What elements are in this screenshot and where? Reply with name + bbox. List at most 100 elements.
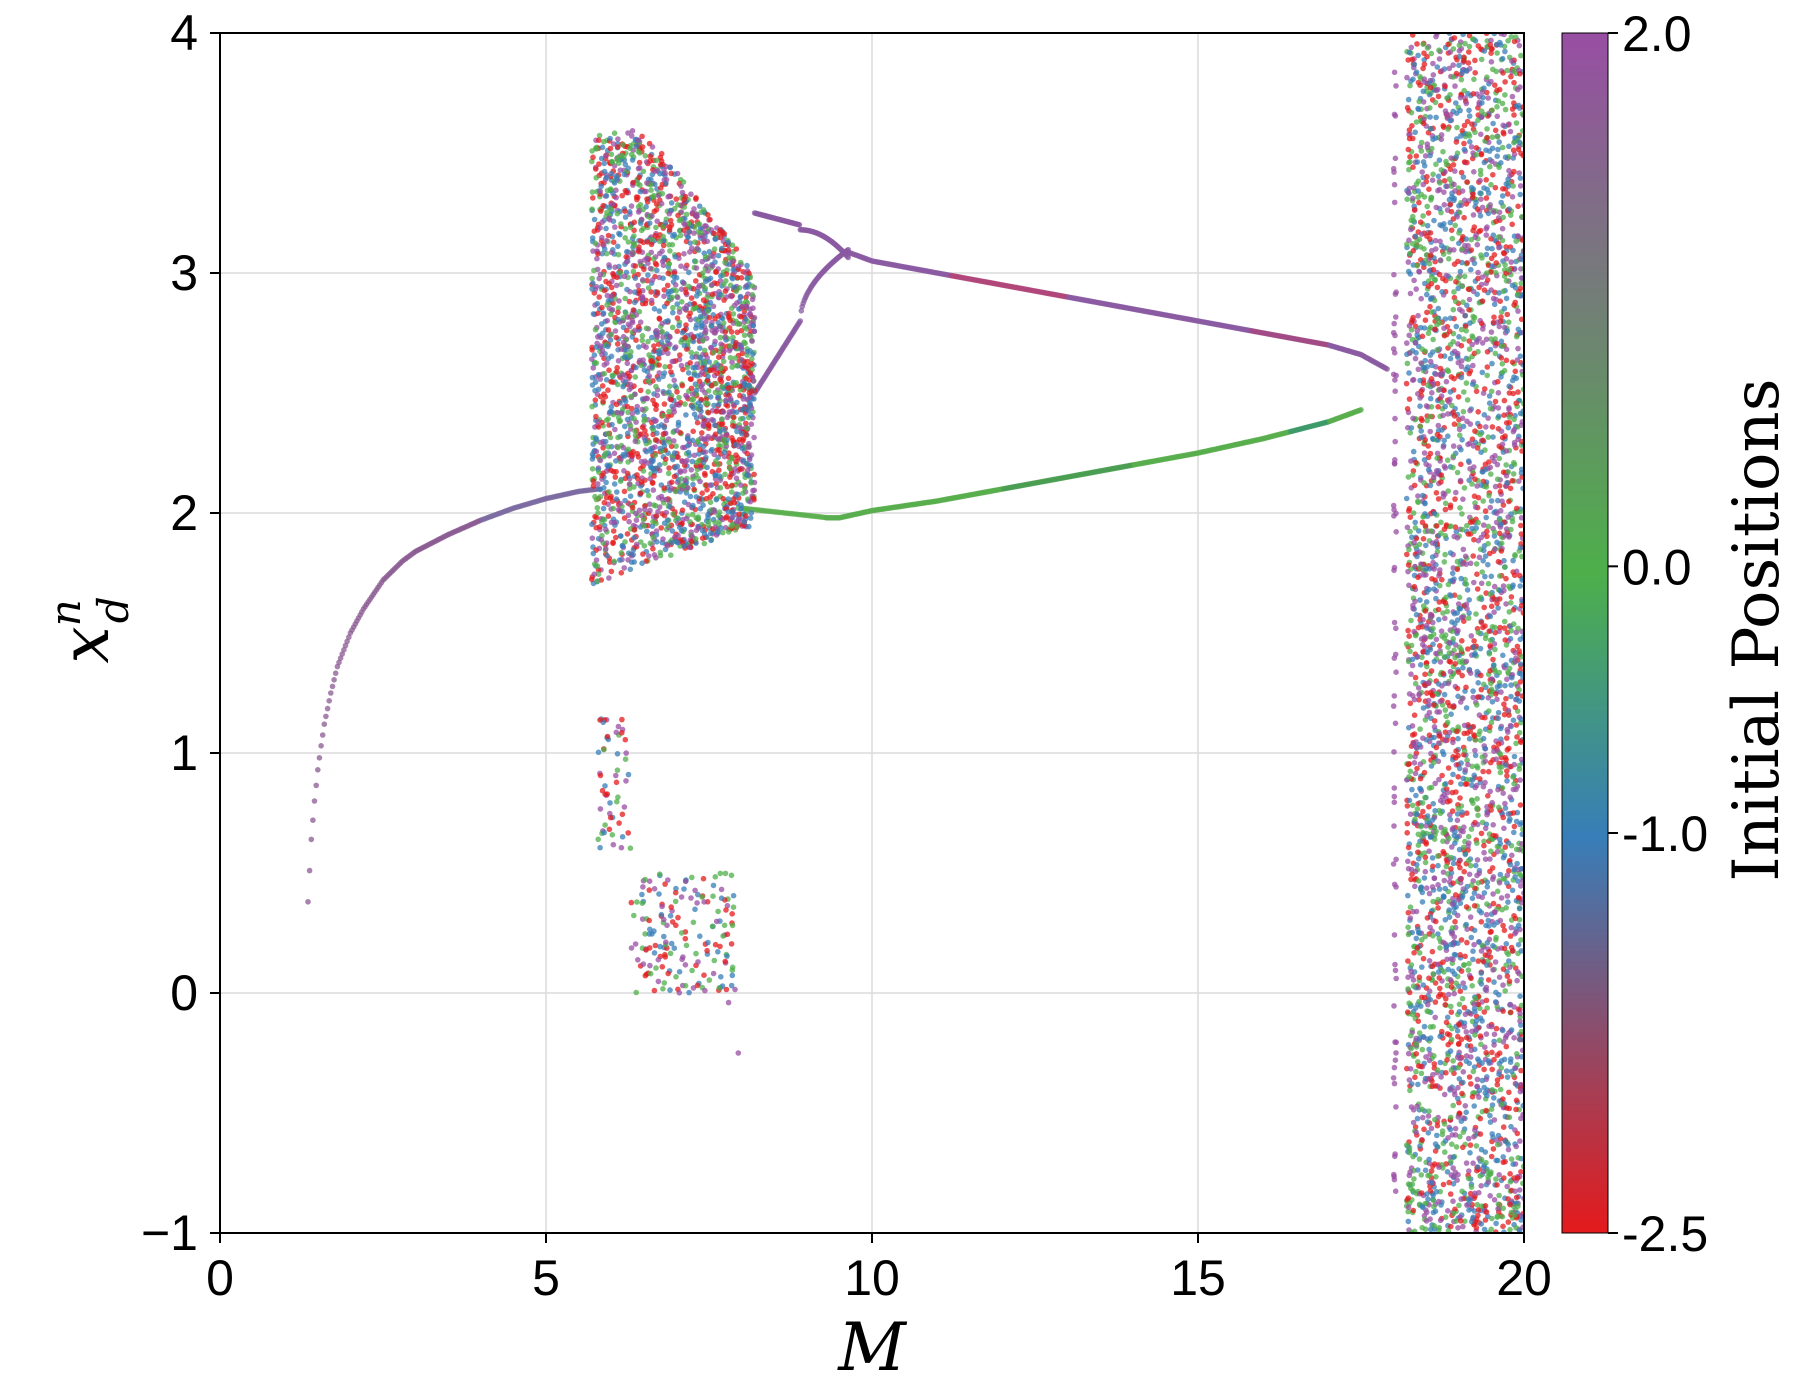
scatter-point — [631, 527, 638, 533]
scatter-point — [712, 389, 719, 396]
scatter-point — [616, 230, 622, 237]
scatter-point — [614, 798, 620, 805]
scatter-point — [642, 300, 649, 307]
scatter-point — [674, 170, 681, 177]
scatter-point — [674, 463, 681, 470]
scatter-point — [637, 258, 643, 265]
scatter-point — [845, 246, 851, 253]
scatter-point — [618, 410, 625, 417]
scatter-point — [659, 258, 666, 265]
scatter-point — [796, 222, 803, 228]
scatter-point — [599, 330, 606, 337]
scatter-point — [1500, 1223, 1506, 1230]
scatter-point — [637, 490, 644, 497]
scatter-point — [734, 523, 740, 530]
scatter-point — [683, 412, 689, 418]
scatter-point — [1475, 680, 1481, 686]
scatter-point — [727, 395, 734, 402]
scatter-point — [613, 282, 620, 289]
scatter-point — [342, 642, 349, 649]
scatter-point — [654, 539, 660, 545]
scatter-point — [730, 904, 737, 910]
scatter-point — [617, 270, 623, 276]
scatter-point — [602, 791, 608, 797]
scatter-point — [690, 502, 696, 509]
scatter-point — [720, 495, 726, 502]
scatter-point — [718, 974, 724, 980]
scatter-point — [741, 332, 748, 339]
scatter-point — [1500, 1008, 1506, 1014]
scatter-point — [705, 939, 711, 946]
scatter-point — [748, 462, 754, 469]
scatter-point — [684, 394, 690, 400]
scatter-point — [710, 507, 717, 513]
scatter-point — [670, 304, 676, 311]
scatter-point — [721, 427, 727, 433]
scatter-point — [657, 238, 663, 245]
scatter-point — [744, 467, 751, 474]
scatter-point — [682, 982, 689, 989]
scatter-point — [728, 872, 735, 879]
scatter-point — [326, 698, 333, 704]
scatter-point — [664, 543, 671, 549]
scatter-point — [631, 535, 637, 541]
scatter-point — [747, 412, 754, 419]
scatter-point — [1470, 956, 1476, 963]
scatter-point — [613, 772, 619, 779]
scatter-point — [1474, 571, 1480, 577]
scatter-point — [751, 314, 758, 321]
scatter-point — [701, 237, 707, 243]
scatter-point — [691, 486, 697, 493]
scatter-point — [668, 904, 674, 910]
scatter-point — [740, 490, 746, 497]
scatter-point — [738, 346, 745, 353]
scatter-point — [668, 222, 675, 228]
scatter-point — [625, 239, 632, 245]
scatter-point — [629, 410, 636, 417]
scatter-point — [669, 294, 675, 301]
scatter-point — [711, 230, 717, 237]
scatter-point — [693, 950, 699, 957]
scatter-point — [1464, 587, 1471, 593]
scatter-point — [1445, 765, 1452, 771]
scatter-point — [625, 321, 632, 328]
scatter-point — [606, 575, 612, 581]
scatter-point — [710, 970, 717, 977]
scatter-point — [743, 303, 749, 309]
scatter-point — [638, 362, 645, 369]
scatter-point — [1415, 366, 1422, 373]
scatter-point — [687, 310, 693, 317]
scatter-point — [621, 804, 628, 810]
scatter-point — [645, 492, 652, 499]
scatter-point — [617, 557, 623, 563]
scatter-point — [1437, 643, 1443, 649]
scatter-point — [734, 399, 740, 406]
scatter-point — [662, 170, 668, 176]
scatter-point — [725, 247, 732, 253]
scatter-point — [715, 252, 722, 259]
scatter-point — [1427, 303, 1433, 310]
scatter-point — [659, 903, 665, 910]
scatter-point — [715, 512, 722, 519]
scatter-point — [718, 895, 725, 901]
scatter-point — [635, 957, 641, 963]
scatter-point — [598, 183, 604, 190]
scatter-point — [661, 344, 667, 350]
scatter-point — [605, 327, 612, 333]
scatter-point — [717, 227, 723, 233]
scatter-point — [601, 246, 608, 252]
scatter-point — [738, 482, 744, 489]
scatter-point — [734, 300, 740, 306]
scatter-point — [705, 388, 712, 394]
scatter-point — [728, 489, 735, 495]
scatter-point — [703, 278, 709, 285]
scatter-point — [691, 372, 698, 378]
scatter-point — [590, 453, 597, 460]
scatter-point — [741, 324, 748, 330]
scatter-point — [595, 310, 601, 317]
scatter-point — [1432, 999, 1439, 1005]
scatter-point — [621, 354, 628, 360]
scatter-point — [694, 245, 700, 252]
scatter-point — [657, 549, 664, 556]
scatter-point — [614, 210, 621, 217]
